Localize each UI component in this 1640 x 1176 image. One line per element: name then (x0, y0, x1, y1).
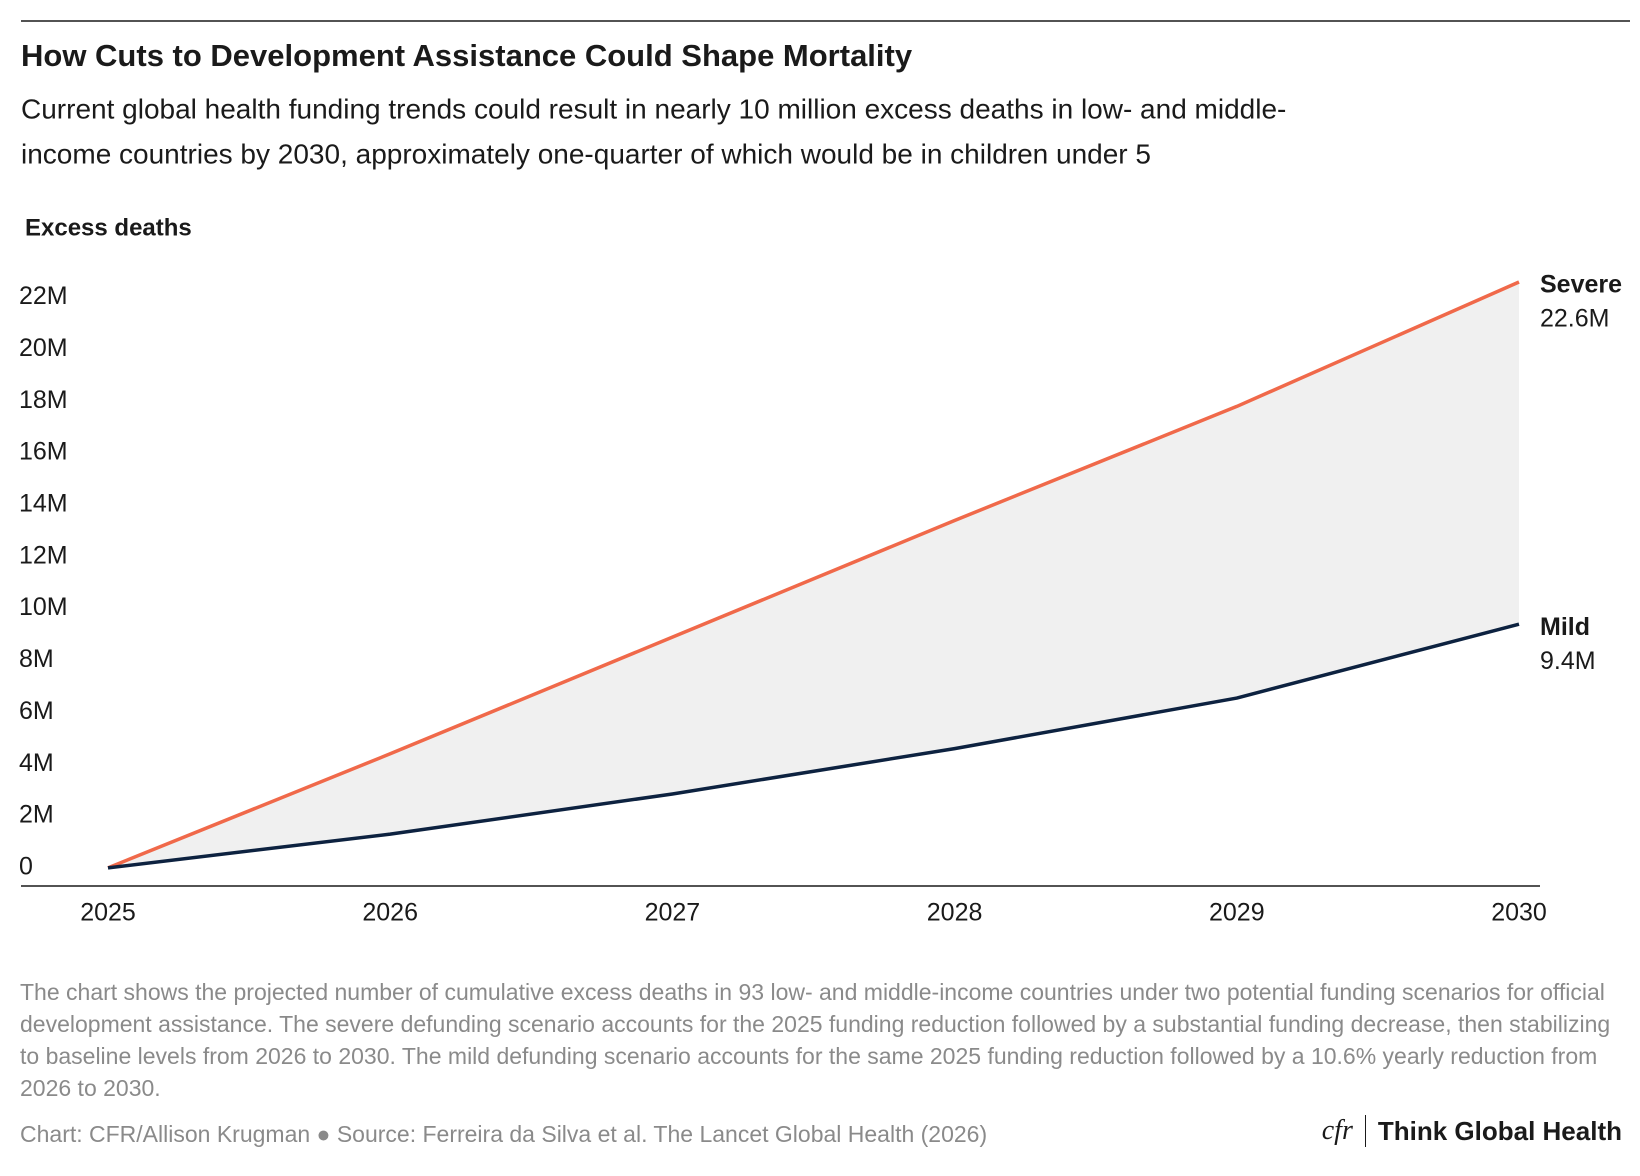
logo-mark: cfr (1322, 1115, 1366, 1147)
x-tick-label: 2029 (1209, 899, 1265, 927)
y-tick-label: 8M (19, 645, 54, 673)
chart-subtitle: Current global health funding trends cou… (21, 93, 1286, 124)
y-tick-label: 10M (19, 593, 68, 621)
y-tick-label: 16M (19, 438, 68, 466)
series-line (107, 280, 1520, 870)
y-tick-label: 20M (19, 334, 68, 362)
series-name: Mild (1540, 613, 1590, 641)
y-tick-label: 12M (19, 541, 68, 569)
x-tick-label: 2027 (645, 899, 701, 927)
chart-subtitle: income countries by 2030, approximately … (21, 138, 1151, 169)
y-tick-label: 18M (19, 386, 68, 414)
x-tick-label: 2028 (927, 899, 983, 927)
value-label: 22.6M (1540, 305, 1609, 333)
y-axis-label: Excess deaths (25, 214, 192, 241)
y-tick-label: 0 (19, 852, 33, 880)
y-tick-label: 4M (19, 749, 54, 777)
credit: Chart: CFR/Allison Krugman ● Source: Fer… (20, 1121, 988, 1147)
y-tick-label: 14M (19, 490, 68, 518)
logo: cfr Think Global Health (1322, 1115, 1622, 1147)
logo-text: Think Global Health (1377, 1115, 1622, 1146)
footnote: The chart shows the projected number of … (20, 979, 1611, 1101)
value-label: 9.4M (1540, 647, 1596, 675)
series-line (107, 622, 1520, 870)
chart-title: How Cuts to Development Assistance Could… (21, 38, 913, 73)
range-area (108, 282, 1519, 868)
y-tick-label: 2M (19, 801, 54, 829)
y-tick-label: 6M (19, 697, 54, 725)
x-tick-label: 2025 (80, 899, 136, 927)
series-name: Severe (1540, 271, 1622, 299)
y-tick-label: 22M (19, 282, 68, 310)
x-tick-label: 2026 (362, 899, 418, 927)
x-tick-label: 2030 (1491, 899, 1547, 927)
